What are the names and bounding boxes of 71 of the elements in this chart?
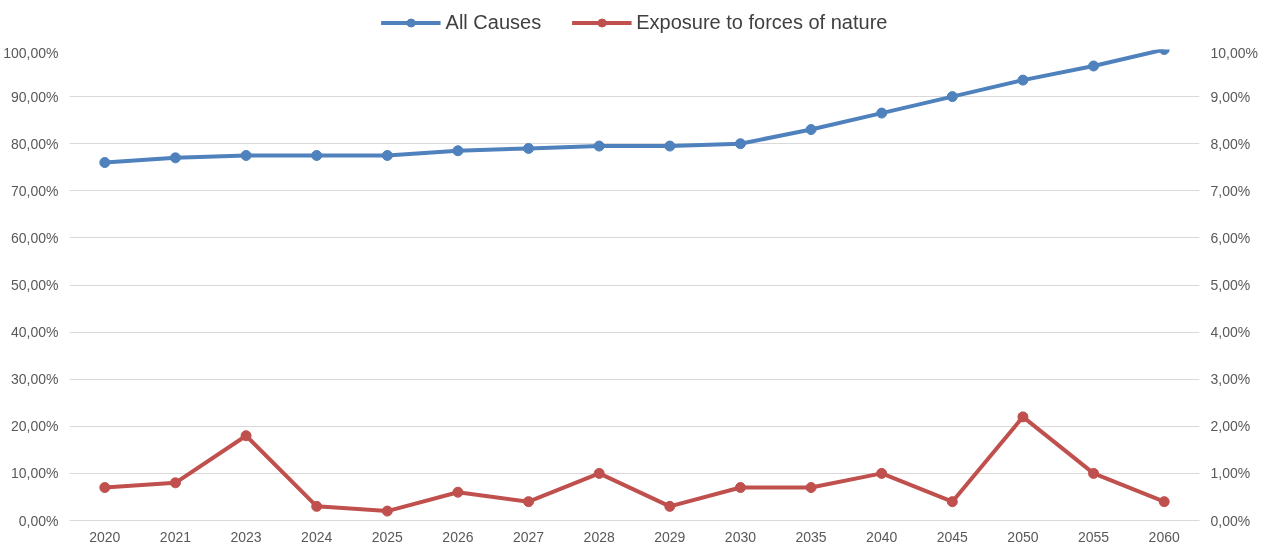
point [734, 138, 746, 150]
point [99, 157, 111, 169]
point [734, 482, 746, 494]
point [876, 107, 888, 119]
y2-tick-label: 9,00% [1210, 88, 1251, 105]
point [240, 430, 252, 442]
y2-tick-label: 7,00% [1210, 182, 1251, 199]
x-tick-label: 2023 [230, 528, 262, 545]
point [381, 149, 393, 161]
x-tick-label: 2040 [866, 528, 898, 545]
point [99, 482, 111, 494]
point [452, 486, 464, 498]
x-tick-label: 2055 [1077, 528, 1110, 545]
y2-tick-label: 10,00% [1210, 44, 1258, 61]
y-tick-label: 60,00% [11, 229, 59, 246]
y2-tick-label: 3,00% [1210, 371, 1251, 388]
x-tick-label: 2050 [1007, 528, 1039, 545]
x-tick-label: 2026 [442, 528, 474, 545]
legend-label: All Causes [445, 10, 542, 34]
point [805, 124, 817, 136]
point [311, 500, 323, 512]
y2-tick-label: 1,00% [1210, 465, 1251, 482]
y2-tick-label: 5,00% [1210, 277, 1251, 293]
y2-tick-label: 8,00% [1210, 135, 1251, 152]
point [593, 140, 605, 152]
x-tick-label: 2024 [301, 528, 333, 545]
y-tick-label: 100,00% [3, 44, 59, 61]
y2-tick-label: 0,00% [1210, 512, 1251, 529]
x-tick-label: 2045 [936, 528, 969, 545]
point [169, 477, 181, 489]
y-tick-label: 40,00% [11, 324, 59, 341]
y-tick-label: 30,00% [11, 371, 59, 388]
point [664, 140, 676, 152]
point [593, 467, 605, 479]
y-tick-label: 50,00% [11, 277, 59, 293]
point [664, 500, 676, 512]
y-tick-label: 70,00% [11, 182, 59, 199]
x-tick-label: 2021 [159, 528, 192, 545]
y2-tick-label: 4,00% [1210, 324, 1251, 341]
x-tick-label: 2027 [512, 528, 545, 545]
point [1088, 467, 1100, 479]
x-tick-label: 2025 [371, 528, 404, 545]
point [523, 142, 535, 154]
point [805, 482, 817, 494]
y-tick-label: 80,00% [11, 135, 59, 152]
point [876, 467, 888, 479]
x-tick-label: 2029 [654, 528, 686, 545]
x-tick-label: 2020 [89, 528, 121, 545]
point [452, 145, 464, 157]
x-tick-label: 2030 [724, 528, 757, 545]
point [240, 149, 252, 161]
point [381, 505, 393, 517]
x-tick-label: 2060 [1148, 528, 1180, 545]
point [311, 149, 323, 161]
y-tick-label: 90,00% [11, 88, 59, 105]
point [1017, 74, 1029, 86]
point [1158, 496, 1170, 508]
point [946, 496, 958, 508]
point [169, 152, 181, 164]
y-tick-label: 0,00% [18, 512, 59, 529]
x-tick-label: 2028 [583, 528, 615, 545]
y-tick-label: 10,00% [11, 465, 59, 482]
point [523, 496, 535, 508]
y2-tick-label: 2,00% [1210, 418, 1251, 435]
y2-tick-label: 6,00% [1210, 229, 1251, 246]
legend-label: Exposure to forces of nature [636, 10, 888, 34]
y-tick-label: 20,00% [11, 418, 59, 435]
point [1088, 60, 1100, 72]
point [946, 91, 958, 103]
x-tick-label: 2035 [795, 528, 827, 545]
point [1017, 411, 1029, 423]
